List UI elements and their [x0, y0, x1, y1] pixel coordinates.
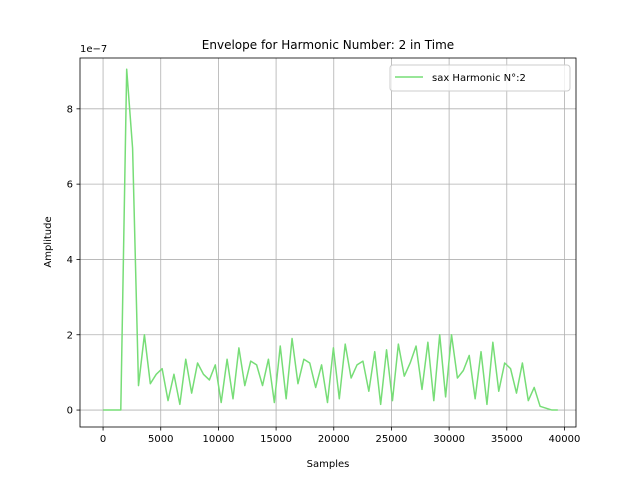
- x-tick-label: 5000: [148, 434, 173, 445]
- legend-box: [389, 64, 571, 92]
- x-tick-label: 20000: [318, 434, 350, 445]
- chart-title: Envelope for Harmonic Number: 2 in Time: [202, 38, 454, 52]
- x-tick-label: 35000: [491, 434, 523, 445]
- y-offset-label: 1e−7: [80, 44, 107, 55]
- x-tick-label: 10000: [203, 434, 235, 445]
- series-line: [103, 68, 558, 411]
- y-tick-label: 8: [67, 104, 73, 115]
- grid: [80, 58, 576, 427]
- ticks: 0 5000 10000 15000 20000 25000 30000 35000 40000…: [67, 104, 581, 445]
- y-axis-label: Amplitude: [43, 216, 54, 267]
- legend-label: sax Harmonic N°:2: [432, 73, 526, 84]
- x-axis-label: Samples: [307, 459, 350, 470]
- y-tick-label: 6: [67, 180, 73, 191]
- x-tick-label: 40000: [549, 434, 581, 445]
- y-tick-label: 4: [67, 255, 73, 266]
- plot-frame: [79, 57, 577, 428]
- legend: sax Harmonic N°:2: [389, 64, 571, 92]
- x-tick-label: 25000: [376, 434, 408, 445]
- y-tick-label: 0: [67, 406, 73, 417]
- x-tick-label: 30000: [433, 434, 465, 445]
- x-tick-label: 15000: [260, 434, 292, 445]
- series-layer: [103, 68, 558, 411]
- y-tick-label: 2: [67, 330, 73, 341]
- x-tick-label: 0: [100, 434, 106, 445]
